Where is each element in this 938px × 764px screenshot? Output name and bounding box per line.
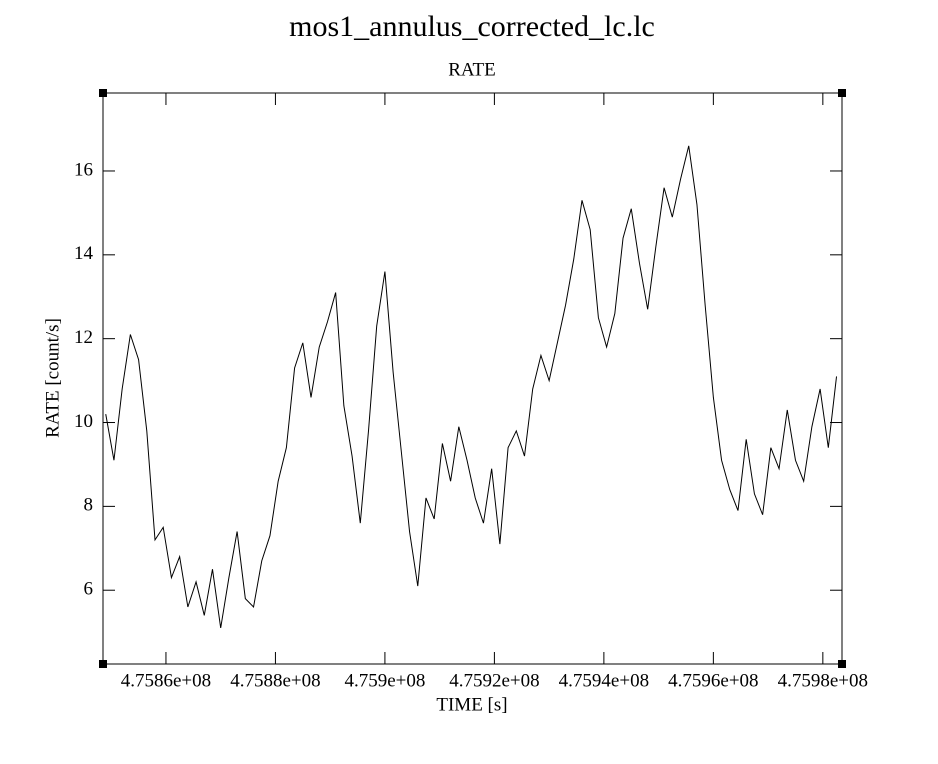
chart-title: mos1_annulus_corrected_lc.lc: [289, 10, 655, 43]
x-tick-label: 4.7596e+08: [668, 670, 758, 691]
x-tick-label: 4.7592e+08: [449, 670, 539, 691]
y-tick-label: 6: [84, 579, 94, 600]
y-axis-label: RATE [count/s]: [42, 318, 63, 438]
corner-marker: [99, 89, 107, 97]
x-tick-label: 4.7586e+08: [121, 670, 211, 691]
y-tick-label: 16: [74, 159, 93, 180]
corner-marker: [838, 660, 846, 668]
x-axis-label: TIME [s]: [436, 694, 507, 715]
y-tick-label: 10: [74, 411, 93, 432]
x-tick-label: 4.7598e+08: [778, 670, 868, 691]
corner-marker: [838, 89, 846, 97]
y-tick-label: 12: [74, 327, 93, 348]
data-line: [105, 145, 838, 629]
chart-subtitle: RATE: [448, 59, 496, 80]
corner-marker: [99, 660, 107, 668]
x-tick-label: 4.759e+08: [344, 670, 425, 691]
y-tick-label: 8: [84, 495, 94, 516]
plot-frame: [102, 92, 843, 665]
x-tick-label: 4.7588e+08: [230, 670, 320, 691]
y-tick-label: 14: [74, 243, 94, 264]
x-tick-label: 4.7594e+08: [559, 670, 649, 691]
